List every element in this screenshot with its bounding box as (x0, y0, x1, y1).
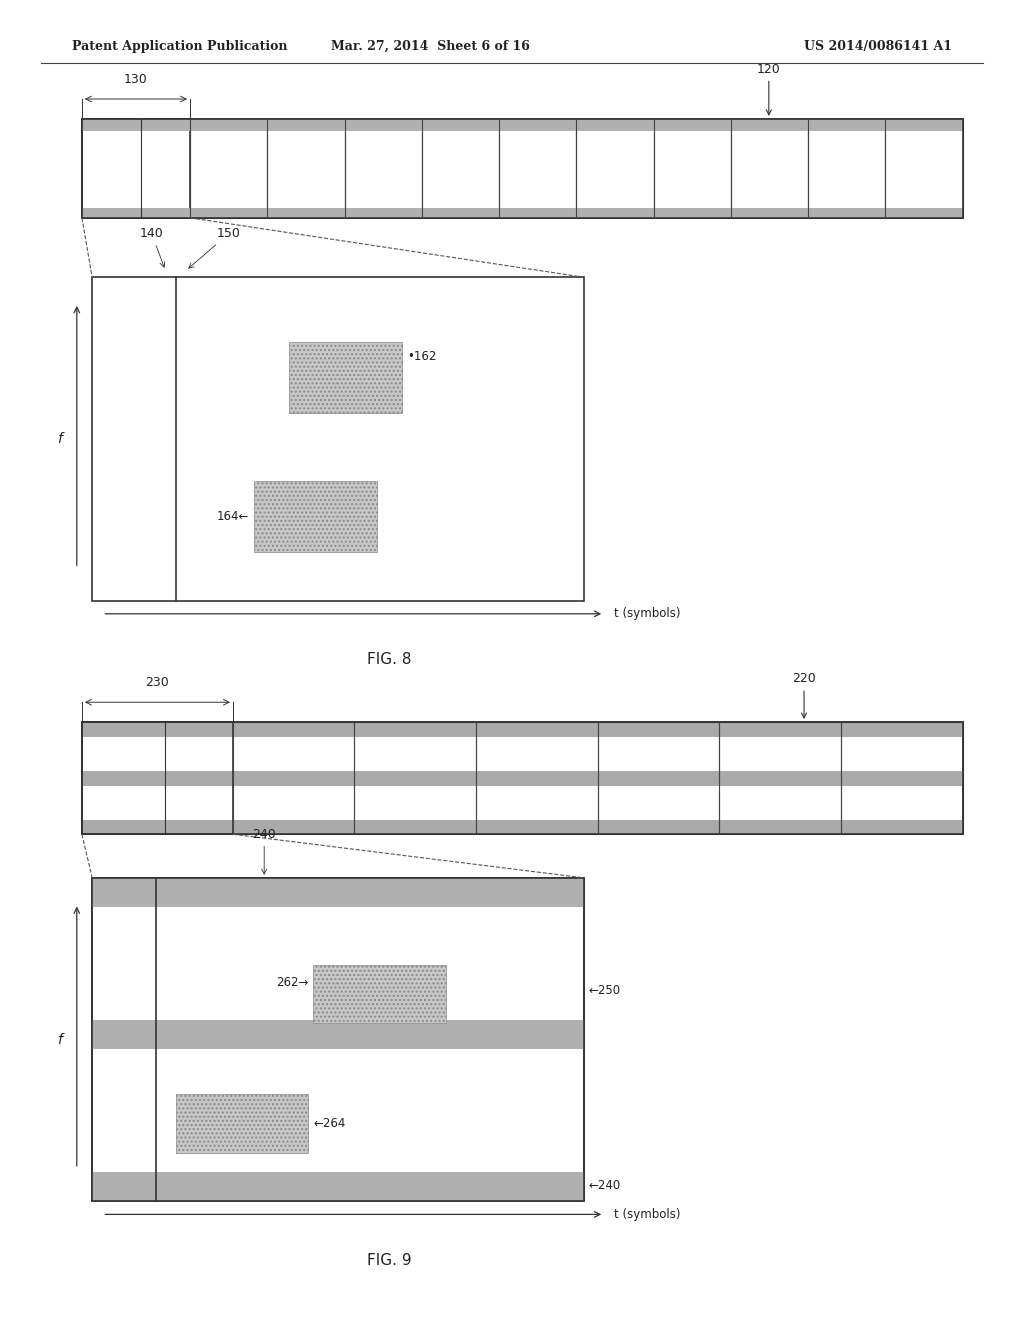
Text: 120: 120 (757, 62, 780, 115)
Bar (808, 119, 886, 218)
Bar (232, 722, 354, 834)
Bar (92, 878, 584, 907)
Text: 220: 220 (793, 672, 816, 718)
Bar (354, 722, 476, 834)
Bar (344, 119, 422, 218)
Bar (289, 342, 401, 413)
Bar (82, 119, 963, 131)
Bar (82, 771, 963, 785)
Text: FIG. 9: FIG. 9 (367, 1253, 412, 1269)
Text: ←264: ←264 (313, 1117, 346, 1130)
Text: Patent Application Publication: Patent Application Publication (72, 40, 287, 53)
Bar (82, 722, 963, 834)
Bar (653, 119, 731, 218)
Bar (82, 209, 963, 218)
Text: 130: 130 (124, 73, 147, 86)
Bar (82, 119, 190, 218)
Bar (190, 119, 267, 218)
Text: t (symbols): t (symbols) (614, 1208, 681, 1221)
Text: 262→: 262→ (275, 975, 308, 989)
Bar (82, 722, 963, 737)
Bar (422, 119, 499, 218)
Bar (82, 119, 190, 131)
Bar (92, 878, 584, 1201)
Bar (82, 209, 190, 218)
Bar (82, 119, 963, 218)
Bar (82, 722, 963, 834)
Bar (476, 722, 598, 834)
Bar (82, 722, 232, 834)
Bar (719, 722, 841, 834)
Text: ←250: ←250 (589, 985, 621, 998)
Text: 230: 230 (145, 676, 169, 689)
Text: FIG. 8: FIG. 8 (367, 652, 412, 668)
Text: 140: 140 (140, 227, 165, 267)
Bar (499, 119, 577, 218)
Bar (577, 119, 653, 218)
Text: f: f (56, 1032, 61, 1047)
Text: t (symbols): t (symbols) (614, 607, 681, 620)
Text: 240: 240 (252, 828, 276, 874)
Text: US 2014/0086141 A1: US 2014/0086141 A1 (804, 40, 952, 53)
Bar (731, 119, 808, 218)
Bar (598, 722, 719, 834)
Text: Mar. 27, 2014  Sheet 6 of 16: Mar. 27, 2014 Sheet 6 of 16 (331, 40, 529, 53)
Bar (92, 277, 584, 601)
Bar (82, 820, 963, 834)
Bar (92, 1172, 584, 1201)
Bar (254, 480, 377, 552)
Text: ←240: ←240 (589, 1179, 621, 1192)
Bar (82, 119, 963, 218)
Bar (267, 119, 344, 218)
Bar (92, 1020, 584, 1049)
Bar (313, 965, 446, 1023)
Bar (886, 119, 963, 218)
Text: •162: •162 (407, 350, 436, 363)
Text: 164←: 164← (217, 510, 249, 523)
Text: 150: 150 (188, 227, 241, 268)
Bar (841, 722, 963, 834)
Bar (176, 1094, 308, 1152)
Text: f: f (56, 432, 61, 446)
Bar (92, 878, 584, 1201)
